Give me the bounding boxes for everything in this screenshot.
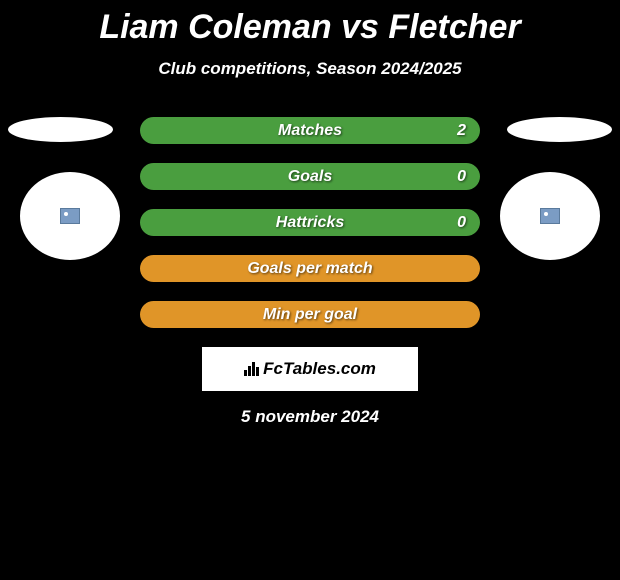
stat-right-value: 0 xyxy=(457,168,466,186)
bars-icon xyxy=(244,362,259,376)
right-ellipse xyxy=(507,117,612,142)
left-player-circle xyxy=(20,172,120,260)
image-placeholder-icon xyxy=(540,208,560,224)
stat-row-hattricks: Hattricks 0 xyxy=(140,209,480,236)
content-area: Matches 2 Goals 0 Hattricks 0 Goals per … xyxy=(0,117,620,427)
stat-row-matches: Matches 2 xyxy=(140,117,480,144)
fctables-logo-text: FcTables.com xyxy=(244,359,376,379)
stat-right-value: 2 xyxy=(457,122,466,140)
right-player-circle xyxy=(500,172,600,260)
stat-label: Goals per match xyxy=(247,260,372,278)
stat-label: Hattricks xyxy=(276,214,344,232)
left-ellipse xyxy=(8,117,113,142)
stat-row-goals: Goals 0 xyxy=(140,163,480,190)
fctables-logo: FcTables.com xyxy=(202,347,418,391)
stat-label: Matches xyxy=(278,122,342,140)
logo-label: FcTables.com xyxy=(263,359,376,379)
stats-container: Matches 2 Goals 0 Hattricks 0 Goals per … xyxy=(140,117,480,328)
date-text: 5 november 2024 xyxy=(0,407,620,427)
stat-label: Min per goal xyxy=(263,306,357,324)
stat-right-value: 0 xyxy=(457,214,466,232)
stat-row-goals-per-match: Goals per match xyxy=(140,255,480,282)
stat-row-min-per-goal: Min per goal xyxy=(140,301,480,328)
page-title: Liam Coleman vs Fletcher xyxy=(0,0,620,47)
stat-label: Goals xyxy=(288,168,332,186)
subtitle: Club competitions, Season 2024/2025 xyxy=(0,59,620,79)
image-placeholder-icon xyxy=(60,208,80,224)
